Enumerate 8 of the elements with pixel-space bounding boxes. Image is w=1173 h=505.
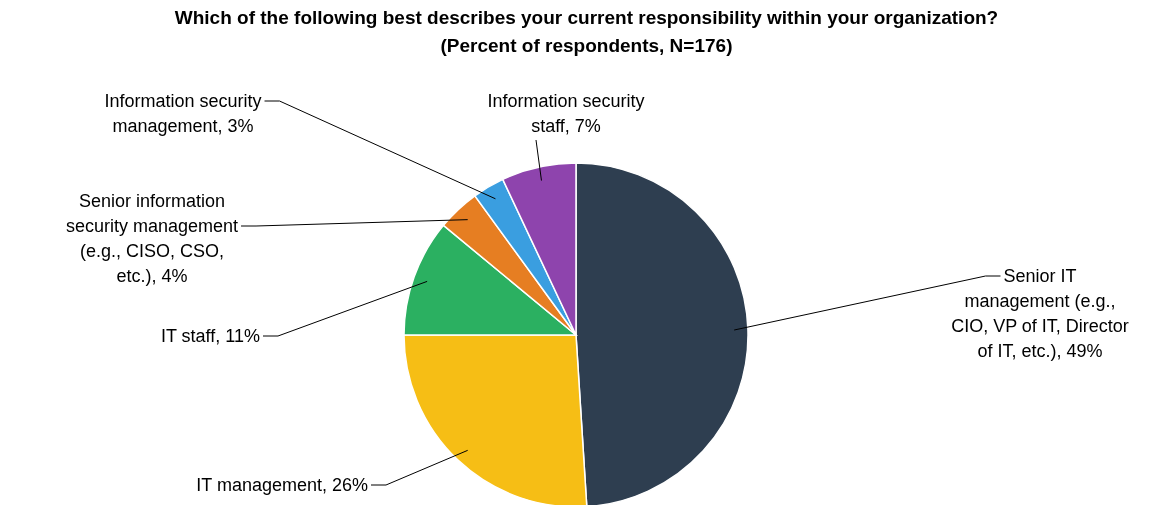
slice-label: Information security management, 3%	[104, 91, 262, 136]
slice-label: Senior IT management (e.g., CIO, VP of IT, Director of IT, etc.), 49%	[951, 266, 1129, 361]
slice-label: Senior information security management (e.g., CISO, CSO, etc.), 4%	[65, 191, 239, 286]
chart-title: Which of the following best describes your current responsibility within your organization?	[174, 7, 999, 28]
slice-label: IT staff, 11%	[160, 326, 260, 346]
slice-label: Information security staff, 7%	[487, 91, 645, 136]
chart-subtitle: (Percent of respondents, N=176)	[440, 35, 733, 56]
slice-label: IT management, 26%	[196, 475, 368, 495]
